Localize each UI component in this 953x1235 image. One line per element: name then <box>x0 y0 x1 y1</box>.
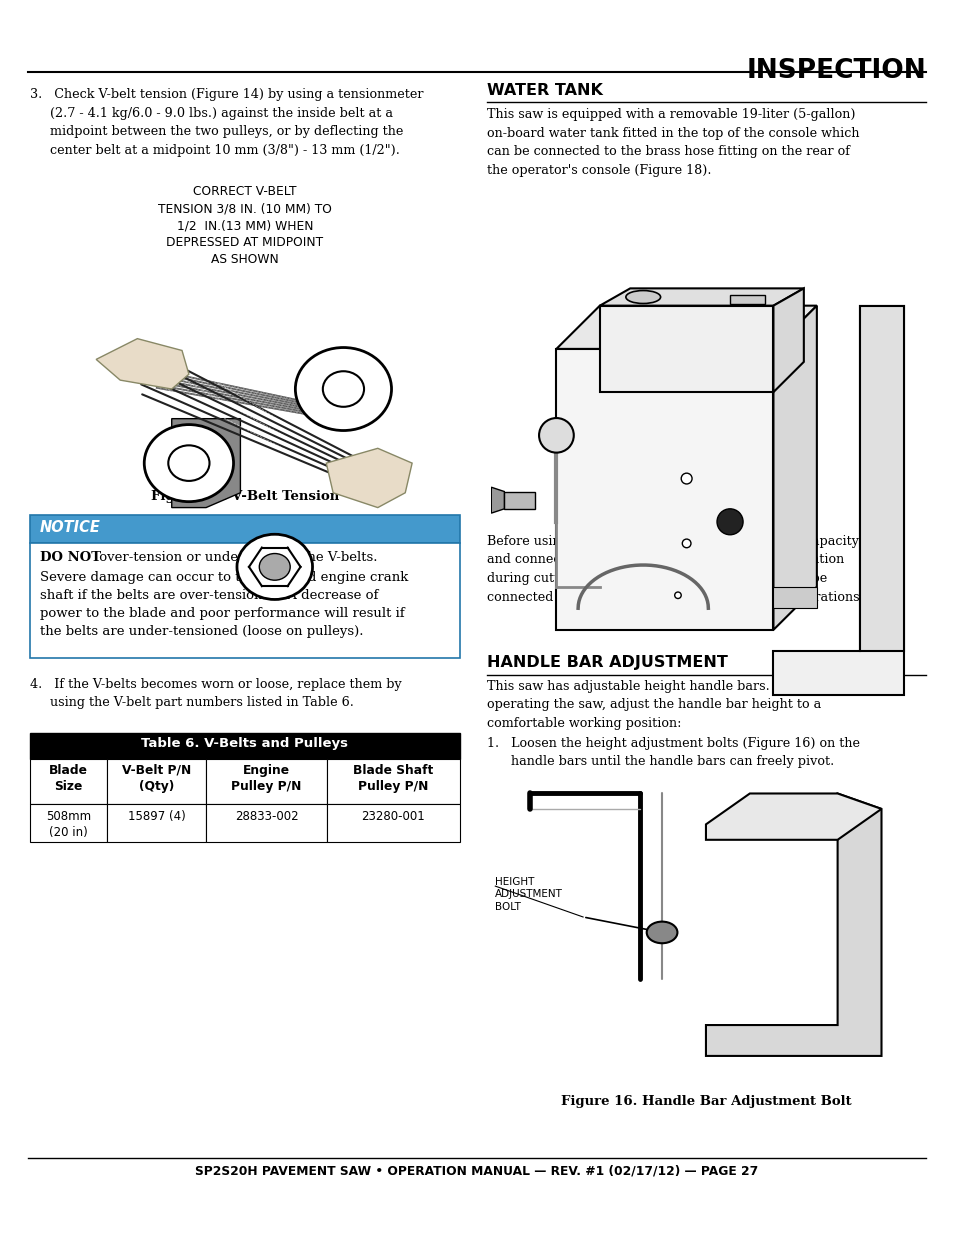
Bar <box>326 804 459 842</box>
Text: Figure 16. Handle Bar Adjustment Bolt: Figure 16. Handle Bar Adjustment Bolt <box>560 1095 851 1108</box>
Text: Severe damage can occur to the saw and engine crank
shaft if the belts are over-: Severe damage can occur to the saw and e… <box>40 571 408 638</box>
Text: This saw is equipped with a removable 19-liter (5-gallon)
on-board water tank fi: This saw is equipped with a removable 19… <box>486 107 859 177</box>
Ellipse shape <box>322 372 364 406</box>
Text: Figure 14. V-Belt Tension: Figure 14. V-Belt Tension <box>151 490 338 503</box>
Text: 3.   Check V-belt tension (Figure 14) by using a tensionmeter
     (2.7 - 4.1 kg: 3. Check V-belt tension (Figure 14) by u… <box>30 88 423 157</box>
Text: Engine
Pulley P/N: Engine Pulley P/N <box>231 764 301 793</box>
Polygon shape <box>599 289 803 305</box>
Ellipse shape <box>681 538 690 548</box>
Polygon shape <box>773 305 816 630</box>
Bar <box>30 734 459 760</box>
Text: CORRECT V-BELT
TENSION 3/8 IN. (10 MM) TO
1/2  IN.(13 MM) WHEN
DEPRESSED AT MIDP: CORRECT V-BELT TENSION 3/8 IN. (10 MM) T… <box>158 185 332 266</box>
Polygon shape <box>705 794 881 1056</box>
FancyBboxPatch shape <box>30 515 459 543</box>
Text: over-tension or under-tension the V-belts.: over-tension or under-tension the V-belt… <box>95 551 377 564</box>
Ellipse shape <box>646 921 677 944</box>
Polygon shape <box>773 587 816 609</box>
Text: WATER TANK: WATER TANK <box>486 83 602 98</box>
Text: 28833-002: 28833-002 <box>234 810 298 823</box>
Ellipse shape <box>538 417 573 452</box>
Polygon shape <box>504 492 534 509</box>
Ellipse shape <box>236 535 313 599</box>
Polygon shape <box>860 305 902 652</box>
Text: 23280-001: 23280-001 <box>361 810 425 823</box>
Text: Table 6. V-Belts and Pulleys: Table 6. V-Belts and Pulleys <box>141 737 348 750</box>
Text: 1.   Loosen the height adjustment bolts (Figure 16) on the
      handle bars unt: 1. Loosen the height adjustment bolts (F… <box>486 737 859 768</box>
Ellipse shape <box>144 425 233 501</box>
Text: Figure 15. Water Tank: Figure 15. Water Tank <box>623 517 788 531</box>
Ellipse shape <box>680 473 691 484</box>
Text: 4.   If the V-belts becomes worn or loose, replace them by
     using the V-belt: 4. If the V-belts becomes worn or loose,… <box>30 678 401 709</box>
Text: SP2S20H PAVEMENT SAW • OPERATION MANUAL — REV. #1 (02/17/12) — PAGE 27: SP2S20H PAVEMENT SAW • OPERATION MANUAL … <box>195 1165 758 1178</box>
Ellipse shape <box>674 592 680 599</box>
Ellipse shape <box>295 347 391 431</box>
Text: 508mm
(20 in): 508mm (20 in) <box>46 810 91 839</box>
Ellipse shape <box>259 553 290 580</box>
Polygon shape <box>96 338 189 389</box>
Polygon shape <box>172 419 240 508</box>
Polygon shape <box>556 348 773 630</box>
Text: Blade
Size: Blade Size <box>50 764 88 793</box>
Bar <box>30 760 108 804</box>
Polygon shape <box>773 289 803 393</box>
Text: INSPECTION: INSPECTION <box>745 58 925 84</box>
FancyBboxPatch shape <box>30 543 459 658</box>
Text: V-Belt P/N
(Qty): V-Belt P/N (Qty) <box>122 764 192 793</box>
Ellipse shape <box>717 509 742 535</box>
Polygon shape <box>556 305 816 348</box>
Bar <box>108 804 206 842</box>
Text: 15897 (4): 15897 (4) <box>128 810 186 823</box>
Polygon shape <box>599 305 773 393</box>
Ellipse shape <box>168 446 210 480</box>
Text: HEIGHT
ADJUSTMENT
BOLT: HEIGHT ADJUSTMENT BOLT <box>495 877 562 911</box>
Bar <box>206 804 326 842</box>
Ellipse shape <box>625 290 659 304</box>
Bar <box>30 804 108 842</box>
Text: NOTICE: NOTICE <box>40 520 101 535</box>
Text: This saw has adjustable height handle bars. Before
operating the saw, adjust the: This saw has adjustable height handle ba… <box>486 680 821 730</box>
Polygon shape <box>773 305 902 695</box>
Polygon shape <box>729 295 764 304</box>
Bar <box>206 760 326 804</box>
Polygon shape <box>705 794 881 840</box>
Polygon shape <box>491 487 504 514</box>
Polygon shape <box>326 448 412 508</box>
Text: Before using the water tank, ensure it is filled to capacity
and connected to th: Before using the water tank, ensure it i… <box>486 535 862 604</box>
Text: HANDLE BAR ADJUSTMENT: HANDLE BAR ADJUSTMENT <box>486 655 727 671</box>
Text: DO NOT: DO NOT <box>40 551 101 564</box>
Bar <box>108 760 206 804</box>
Bar <box>326 760 459 804</box>
Text: Blade Shaft
Pulley P/N: Blade Shaft Pulley P/N <box>353 764 433 793</box>
